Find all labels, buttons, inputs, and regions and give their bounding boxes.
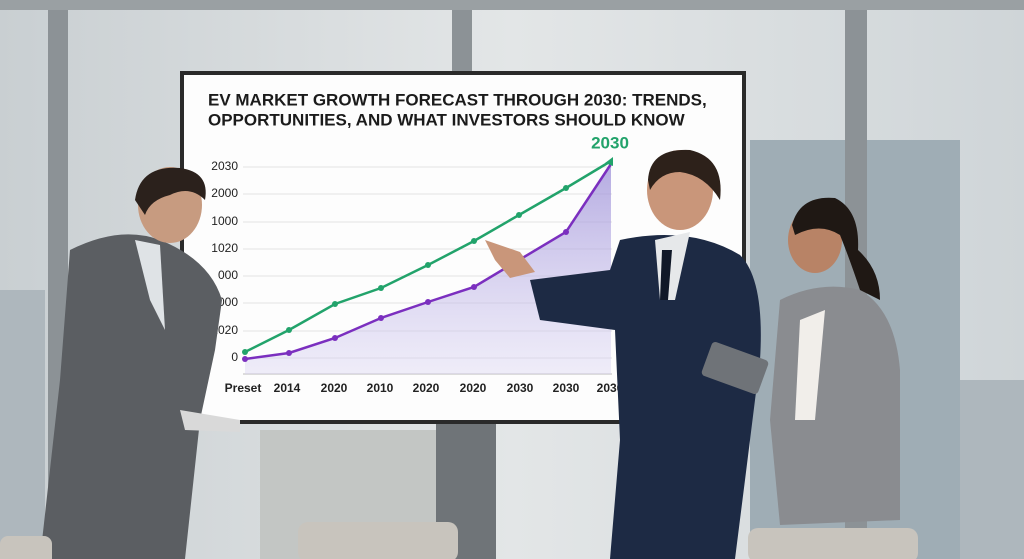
annotation: 2030 (591, 133, 629, 152)
title-line: OPPORTUNITIES, AND WHAT INVESTORS SHOULD… (208, 110, 686, 129)
x-label: Preset (225, 381, 262, 395)
x-label: 2030 (597, 381, 624, 395)
y-label: 2000 (211, 186, 238, 200)
person-middle (485, 149, 761, 559)
y-label: 2030 (211, 159, 238, 173)
x-label: 2020 (321, 381, 348, 395)
x-label: 2014 (274, 381, 301, 395)
y-label: 1020 (211, 241, 238, 255)
y-label: 000 (218, 268, 238, 282)
area-fill (245, 164, 611, 374)
title-line: EV MARKET GROWTH FORECAST THROUGH 2030: … (208, 90, 707, 109)
x-label: 2020 (413, 381, 440, 395)
x-label: 2030 (553, 381, 580, 395)
tablet (701, 341, 769, 395)
y-label: 1000 (211, 214, 238, 228)
chairs (0, 522, 918, 559)
y-label: 0 (231, 350, 238, 364)
green-points (242, 157, 613, 355)
person-right (701, 197, 900, 525)
person-left (40, 167, 240, 559)
x-label: 2020 (460, 381, 487, 395)
x-label: 2030 (507, 381, 534, 395)
x-label: 2010 (367, 381, 394, 395)
